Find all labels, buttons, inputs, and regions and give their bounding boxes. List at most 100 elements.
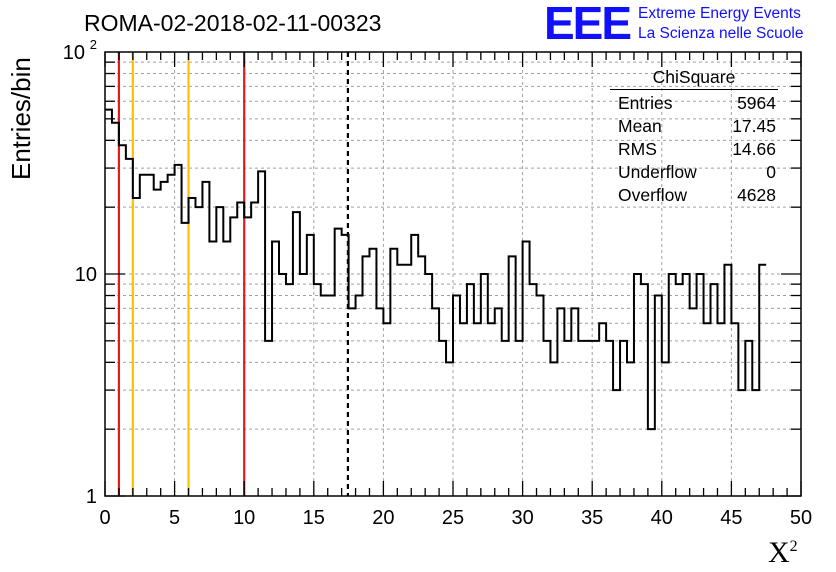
histogram-bin	[724, 265, 731, 496]
histogram-bin	[613, 390, 620, 496]
x-tick-label: 25	[442, 507, 464, 529]
histogram-bin	[209, 242, 216, 496]
histogram-bin	[648, 429, 655, 496]
histogram-bin	[126, 159, 133, 496]
histogram-bin	[571, 308, 578, 496]
histogram-bin	[453, 296, 460, 496]
histogram-bin	[550, 362, 557, 496]
histogram-bin	[662, 362, 669, 496]
stats-value: 17.45	[732, 116, 776, 136]
histogram-bin	[516, 341, 523, 496]
x-tick-label: 45	[720, 507, 742, 529]
histogram-bin	[133, 198, 140, 496]
logo-caption: Extreme Energy Events La Scienza nelle S…	[638, 4, 803, 44]
stats-value: 5964	[737, 93, 776, 113]
histogram-bin	[592, 341, 599, 496]
histogram-bin	[279, 274, 286, 496]
x-tick-label: 15	[303, 507, 325, 529]
histogram-bin	[216, 207, 223, 496]
stats-value: 14.66	[732, 139, 776, 159]
histogram-bin	[161, 182, 168, 496]
histogram-bin	[175, 165, 182, 496]
histogram-bin	[543, 341, 550, 496]
histogram-bin	[314, 284, 321, 496]
stats-row-entries: Entries 5964	[610, 92, 778, 115]
histogram-bin	[112, 123, 119, 496]
histogram-series	[105, 108, 767, 431]
histogram-bin	[738, 390, 745, 496]
histogram-bin	[599, 323, 606, 496]
stats-row-rms: RMS 14.66	[610, 138, 778, 161]
histogram-bin	[488, 323, 495, 496]
logo-caption-line2: La Scienza nelle Scuole	[638, 25, 804, 42]
histogram-bin	[530, 284, 537, 496]
histogram-bin	[717, 323, 724, 496]
histogram-bin	[251, 202, 258, 496]
histogram-bin	[509, 256, 516, 496]
stats-row-underflow: Underflow 0	[610, 161, 778, 184]
stats-row-overflow: Overflow 4628	[610, 184, 778, 207]
histogram-bin	[328, 296, 335, 496]
histogram-bin	[711, 284, 718, 496]
histogram-bin	[369, 249, 376, 496]
x-tick-label: 40	[651, 507, 673, 529]
histogram-bin	[321, 296, 328, 496]
histogram-bin	[286, 284, 293, 496]
histogram-bin	[439, 341, 446, 496]
histogram-bin	[557, 308, 564, 496]
histogram-bin	[585, 341, 592, 496]
histogram-bin	[460, 323, 467, 496]
histogram-bin	[342, 235, 349, 496]
x-tick-label: 35	[581, 507, 603, 529]
histogram-bin	[182, 223, 189, 496]
histogram-bin	[502, 341, 509, 496]
stats-value: 4628	[737, 185, 776, 205]
histogram-bin	[244, 217, 251, 496]
stats-row-mean: Mean 17.45	[610, 115, 778, 138]
histogram-bin	[300, 274, 307, 496]
histogram-bin	[731, 323, 738, 496]
histogram-bin	[223, 242, 230, 496]
chart-title: ROMA-02-2018-02-11-00323	[84, 10, 382, 36]
histogram-bin	[467, 284, 474, 496]
histogram-bin	[376, 308, 383, 496]
x-tick-label: 0	[99, 507, 110, 529]
histogram-bin	[537, 296, 544, 496]
histogram-bin	[293, 212, 300, 496]
histogram-bin	[168, 175, 175, 496]
histogram-bin	[704, 323, 711, 496]
histogram-bin	[495, 308, 502, 496]
histogram-bin	[265, 341, 272, 496]
histogram-bin	[349, 308, 356, 496]
histogram-bin	[655, 296, 662, 496]
histogram-bin	[140, 175, 147, 496]
x-tick-label: 30	[511, 507, 533, 529]
histogram-bin	[404, 265, 411, 496]
y-tick-label: 10	[75, 264, 97, 286]
y-tick-label: 10	[63, 42, 85, 64]
x-tick-label: 10	[233, 507, 255, 529]
histogram-bin	[432, 308, 439, 496]
stats-box: ChiSquare Entries 5964 Mean 17.45 RMS 14.66…	[610, 66, 778, 207]
histogram-bin	[411, 235, 418, 496]
histogram-bin	[189, 198, 196, 496]
histogram-bin	[383, 323, 390, 496]
stats-label: Overflow	[618, 185, 688, 205]
y-tick-label: 1	[86, 486, 97, 508]
histogram-bin	[606, 341, 613, 496]
histogram-bin	[230, 217, 237, 496]
stats-label: Entries	[618, 93, 673, 113]
histogram-bin	[363, 256, 370, 496]
histogram-bin	[641, 284, 648, 496]
histogram-bin	[154, 190, 161, 496]
histogram-bin	[390, 249, 397, 496]
x-axis-label: X2	[768, 536, 798, 570]
histogram-bin	[272, 242, 279, 496]
y-axis-label: Entries/bin	[6, 57, 36, 180]
histogram-bin	[752, 390, 759, 496]
histogram-bin	[481, 274, 488, 496]
logo-caption-line1: Extreme Energy Events	[638, 5, 801, 22]
eee-logo: EEE	[544, 0, 632, 49]
x-axis-label-base: X	[768, 536, 790, 569]
